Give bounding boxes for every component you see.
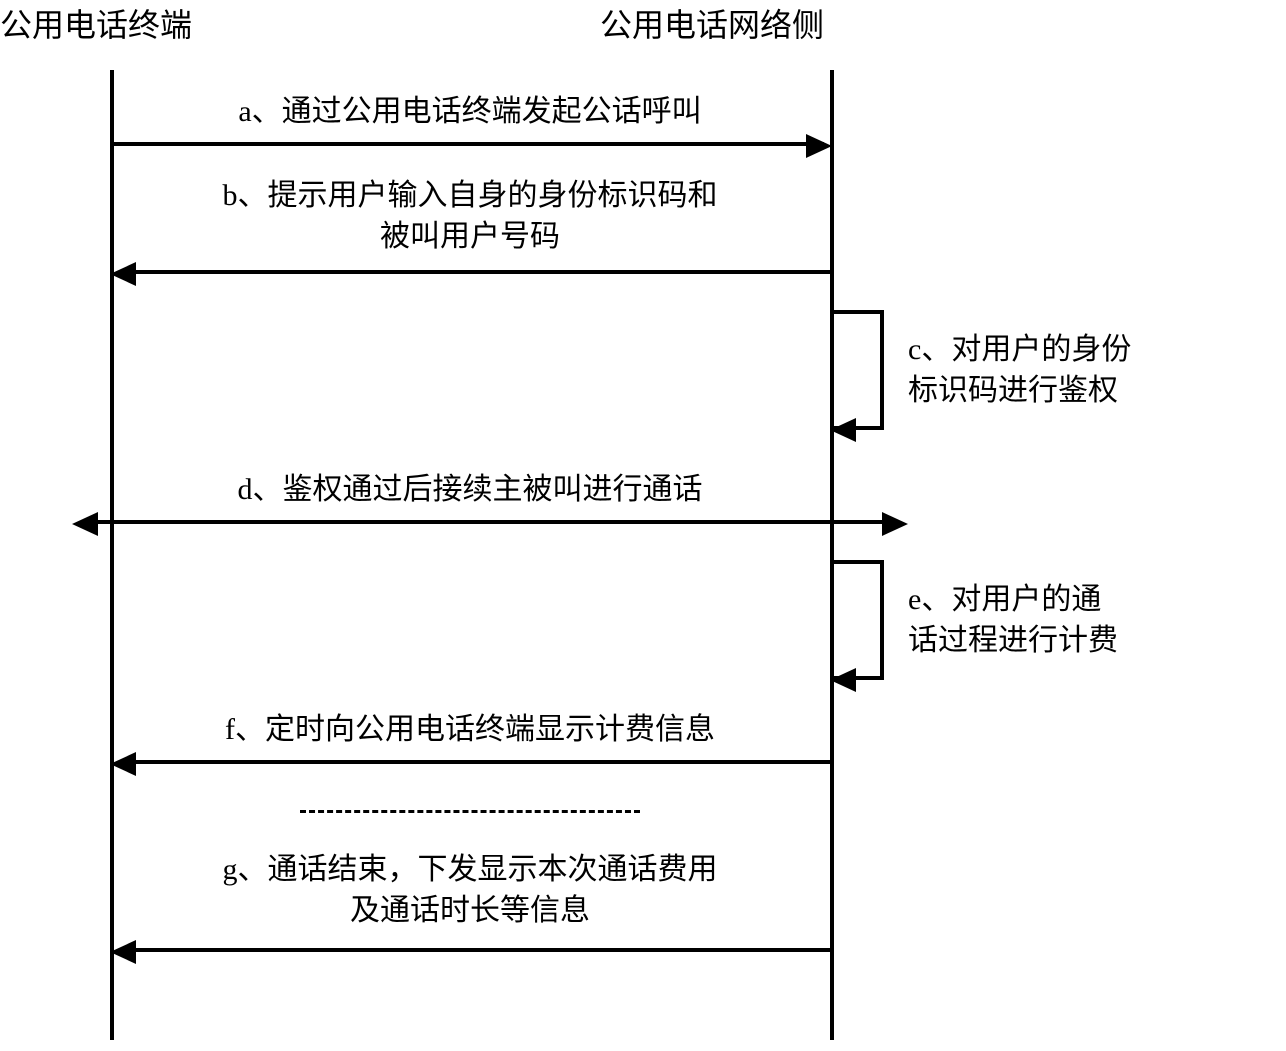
self-call-c-box [832,310,884,430]
message-b-label: b、提示用户输入自身的身份标识码和 被叫用户号码 [110,176,830,257]
self-call-c-line1: c、对用户的身份 [908,333,1131,366]
message-d-line [82,520,898,524]
self-call-c-label: c、对用户的身份 标识码进行鉴权 [908,330,1131,411]
message-f-line [120,760,830,764]
message-d-label: d、鉴权通过后接续主被叫进行通话 [110,470,830,511]
lifeline-right [830,70,834,1040]
self-call-e-line2: 话过程进行计费 [908,624,1118,657]
message-d-arrowhead-left [72,512,98,536]
self-call-e-line1: e、对用户的通 [908,583,1101,616]
dashed-separator [300,810,640,813]
self-call-e-box [832,560,884,680]
message-g-line2: 及通话时长等信息 [350,894,590,927]
message-a-label: a、通过公用电话终端发起公话呼叫 [110,92,830,133]
message-b-line2: 被叫用户号码 [380,220,560,253]
self-call-c-line2: 标识码进行鉴权 [908,374,1118,407]
message-f-label: f、定时向公用电话终端显示计费信息 [110,710,830,751]
message-b-line1: b、提示用户输入自身的身份标识码和 [223,179,718,212]
message-a-arrowhead [806,134,832,158]
message-d-arrowhead-right [882,512,908,536]
self-call-e-label: e、对用户的通 话过程进行计费 [908,580,1118,661]
message-b-arrowhead [110,262,136,286]
message-g-arrowhead [110,940,136,964]
message-f-arrowhead [110,752,136,776]
participant-right-label: 公用电话网络侧 [600,0,824,46]
message-a-line [114,142,824,146]
message-g-line1: g、通话结束，下发显示本次通话费用 [223,853,718,886]
message-b-line [120,270,830,274]
message-g-label: g、通话结束，下发显示本次通话费用 及通话时长等信息 [110,850,830,931]
message-g-line [120,948,830,952]
participant-left-label: 公用电话终端 [0,0,192,46]
self-call-e-arrowhead [830,668,856,692]
self-call-c-arrowhead [830,418,856,442]
